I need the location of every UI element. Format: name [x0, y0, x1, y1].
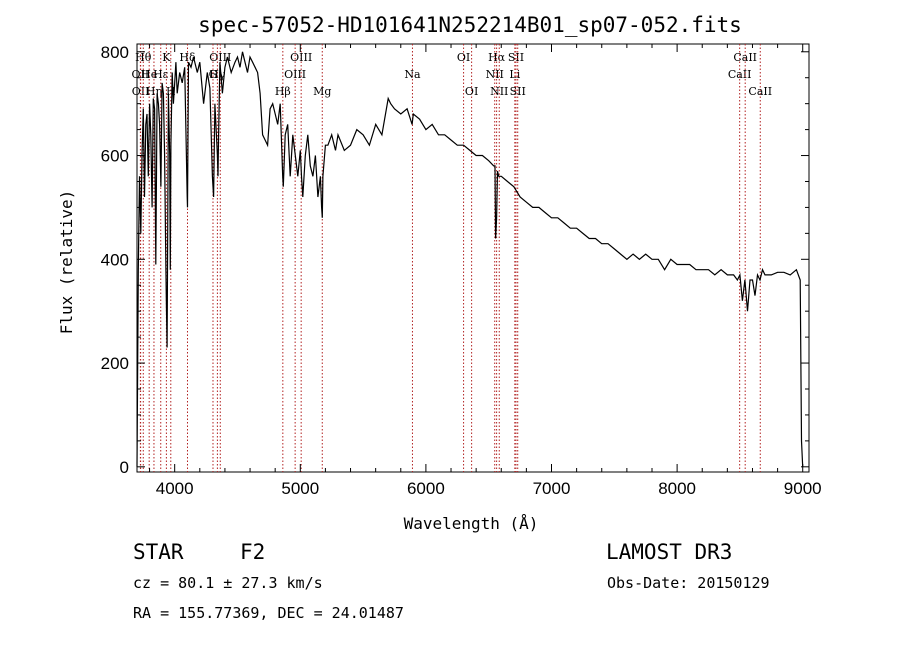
observation-date: Obs-Date: 20150129 — [607, 574, 770, 592]
line-label: G — [209, 68, 218, 81]
x-tick-label: 6000 — [407, 479, 445, 498]
line-label: K — [162, 51, 171, 64]
line-label: OIII — [284, 68, 306, 81]
object-class: STAR — [133, 540, 184, 564]
line-label: Hδ — [179, 51, 196, 64]
line-label: NII — [486, 68, 504, 81]
x-tick-label: 7000 — [533, 479, 571, 498]
emission-line-markers: OIIOIIHθHeHηKHεHHδGOIIIHγHβOIIIOIIIMgNaO… — [132, 44, 772, 472]
plot-frame — [136, 43, 810, 473]
line-label: Hθ — [135, 51, 152, 64]
x-tick-label: 4000 — [156, 479, 194, 498]
line-label: OI — [465, 85, 478, 98]
axis-ticks: 4000 5000 6000 7000 8000 9000 0 200 400 600 800 — [101, 43, 822, 498]
line-label: Hβ — [275, 85, 291, 98]
x-tick-label: 9000 — [784, 479, 822, 498]
line-label: Mg — [313, 85, 331, 98]
x-tick-label: 5000 — [281, 479, 319, 498]
line-label: OIII — [290, 51, 312, 64]
line-label: H — [166, 85, 176, 98]
x-tick-label: 8000 — [658, 479, 696, 498]
y-tick-label: 400 — [101, 250, 129, 269]
line-label: Hα — [488, 51, 506, 64]
y-tick-label: 800 — [101, 43, 129, 62]
y-tick-label: 600 — [101, 147, 129, 166]
line-label: CaII — [748, 85, 772, 98]
coordinates: RA = 155.77369, DEC = 24.01487 — [133, 604, 404, 622]
line-label: He — [141, 68, 157, 81]
line-label: OII — [132, 85, 150, 98]
line-label: Hε — [153, 68, 169, 81]
redshift-cz: cz = 80.1 ± 27.3 km/s — [133, 574, 323, 592]
line-label: OI — [457, 51, 470, 64]
line-label: SII — [508, 51, 524, 64]
line-label: Hη — [146, 85, 162, 98]
survey-label: LAMOST DR3 — [606, 540, 733, 564]
x-axis-label: Wavelength (Å) — [404, 514, 539, 533]
y-axis-label: Flux (relative) — [57, 190, 76, 335]
chart-title: spec-57052-HD101641N252214B01_sp07-052.f… — [198, 13, 742, 37]
object-subclass: F2 — [240, 540, 266, 564]
line-label: CaII — [728, 68, 752, 81]
line-label: CaII — [733, 51, 757, 64]
line-label: SII — [510, 85, 526, 98]
line-label: Li — [509, 68, 520, 81]
y-tick-label: 0 — [120, 458, 129, 477]
line-label: NII — [490, 85, 508, 98]
line-label: OIII — [209, 51, 231, 64]
line-label: OII — [132, 68, 150, 81]
line-label: Na — [404, 68, 421, 81]
spectrum-series — [136, 51, 804, 467]
y-tick-label: 200 — [101, 354, 129, 373]
